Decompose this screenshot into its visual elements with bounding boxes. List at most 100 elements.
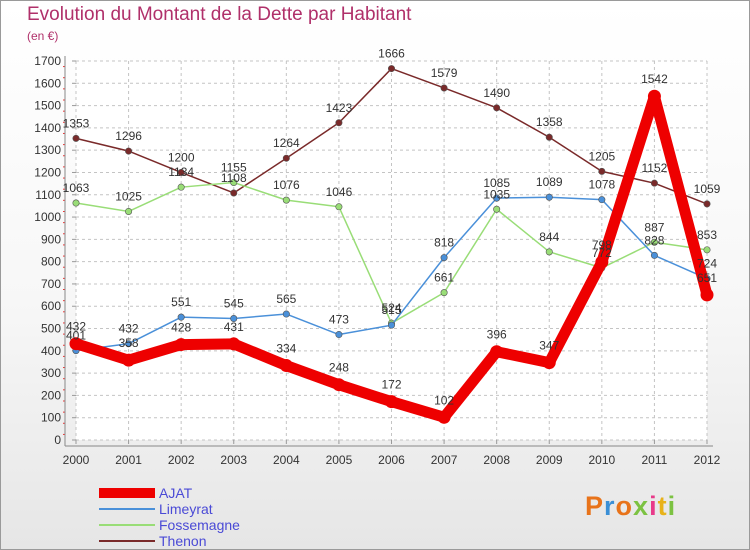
- data-label-ajat: 428: [171, 321, 191, 335]
- data-label-fossemagne: 661: [434, 271, 454, 285]
- data-point-thenon: [230, 189, 238, 197]
- y-tick-label: 200: [41, 388, 61, 402]
- x-tick-label: 2001: [115, 453, 142, 467]
- data-point-fossemagne: [650, 238, 658, 246]
- x-tick-label: 2006: [378, 453, 405, 467]
- data-point-ajat: [490, 345, 504, 359]
- x-tick-label: 2008: [483, 453, 510, 467]
- data-label-ajat: 432: [66, 320, 86, 334]
- data-point-thenon: [335, 119, 343, 127]
- data-point-ajat: [437, 410, 451, 424]
- data-label-thenon: 1296: [115, 129, 142, 143]
- data-label-fossemagne: 1134: [168, 165, 194, 179]
- data-point-fossemagne: [282, 196, 290, 204]
- legend-item-thenon: Thenon: [99, 533, 240, 549]
- y-tick-label: 800: [41, 255, 61, 269]
- brand-letter: r: [604, 491, 616, 521]
- legend-item-limeyrat: Limeyrat: [99, 501, 240, 517]
- data-label-thenon: 1152: [642, 161, 668, 175]
- data-label-thenon: 1353: [63, 116, 90, 130]
- data-label-ajat: 798: [592, 238, 612, 252]
- data-point-limeyrat: [125, 340, 133, 348]
- data-point-ajat: [174, 338, 188, 352]
- data-point-ajat: [700, 288, 714, 302]
- data-point-thenon: [177, 168, 185, 176]
- x-tick-label: 2005: [326, 453, 353, 467]
- data-label-thenon: 1200: [168, 150, 195, 164]
- data-label-fossemagne: 1076: [273, 178, 300, 192]
- data-point-thenon: [650, 179, 658, 187]
- data-label-thenon: 1205: [588, 149, 615, 163]
- x-tick-label: 2011: [642, 453, 668, 467]
- data-label-fossemagne: 1155: [221, 161, 247, 175]
- data-point-limeyrat: [177, 313, 185, 321]
- data-point-limeyrat: [282, 310, 290, 318]
- x-tick-label: 2000: [63, 453, 90, 467]
- y-tick-label: 400: [41, 344, 61, 358]
- data-point-ajat: [122, 353, 136, 367]
- brand-logo: Proxiti: [585, 491, 676, 522]
- data-point-ajat: [647, 89, 661, 103]
- data-point-thenon: [493, 104, 501, 112]
- data-label-limeyrat: 828: [644, 233, 664, 247]
- data-point-thenon: [545, 133, 553, 141]
- data-point-thenon: [72, 134, 80, 142]
- data-label-thenon: 1059: [694, 182, 721, 196]
- legend-swatch-limeyrat: [99, 508, 155, 510]
- data-point-limeyrat: [387, 321, 395, 329]
- data-point-fossemagne: [72, 199, 80, 207]
- data-point-limeyrat: [545, 193, 553, 201]
- y-tick-label: 500: [41, 322, 61, 336]
- data-label-limeyrat: 473: [329, 313, 349, 327]
- data-label-limeyrat: 1089: [536, 175, 563, 189]
- legend-swatch-fossemagne: [99, 524, 155, 526]
- data-label-ajat: 347: [539, 339, 559, 353]
- brand-letter: x: [633, 491, 650, 521]
- data-point-limeyrat: [598, 196, 606, 204]
- x-tick-label: 2010: [588, 453, 615, 467]
- y-tick-label: 300: [41, 366, 61, 380]
- data-point-fossemagne: [230, 179, 238, 187]
- y-tick-label: 1200: [34, 165, 61, 179]
- data-labels: 1353 1296 1200 1108 1264 1423 1666 1579 1490 1358…: [63, 47, 721, 408]
- data-label-thenon: 1666: [378, 47, 405, 61]
- data-point-ajat: [227, 337, 241, 351]
- data-point-thenon: [125, 147, 133, 155]
- data-label-fossemagne: 844: [539, 230, 559, 244]
- data-point-limeyrat: [335, 331, 343, 339]
- data-label-thenon: 1579: [431, 66, 458, 80]
- y-tick-label: 600: [41, 299, 61, 313]
- data-label-fossemagne: 1046: [326, 185, 353, 199]
- data-point-limeyrat: [230, 314, 238, 322]
- y-tick-label: 900: [41, 232, 61, 246]
- data-label-limeyrat: 401: [66, 329, 86, 343]
- data-label-thenon: 1358: [536, 115, 563, 129]
- legend-label-fossemagne: Fossemagne: [159, 517, 240, 533]
- data-point-fossemagne: [335, 203, 343, 211]
- legend-item-fossemagne: Fossemagne: [99, 517, 240, 533]
- chart-unit: (en €): [27, 29, 59, 43]
- data-point-ajat: [332, 378, 346, 392]
- brand-letter: i: [667, 491, 677, 521]
- data-label-limeyrat: 818: [434, 236, 454, 250]
- data-label-thenon: 1108: [221, 171, 247, 185]
- data-label-ajat: 651: [697, 271, 717, 285]
- data-label-fossemagne: 887: [644, 220, 664, 234]
- data-label-ajat: 172: [381, 378, 401, 392]
- x-tick-label: 2012: [694, 453, 721, 467]
- x-tick-label: 2007: [431, 453, 458, 467]
- data-label-limeyrat: 724: [697, 257, 717, 271]
- legend-swatch-thenon: [99, 540, 155, 542]
- data-label-ajat: 358: [119, 336, 139, 350]
- legend-label-thenon: Thenon: [159, 533, 207, 549]
- y-tick-label: 1500: [34, 99, 61, 113]
- x-tick-label: 2002: [168, 453, 195, 467]
- y-tick-label: 700: [41, 277, 61, 291]
- data-label-limeyrat: 515: [381, 303, 401, 317]
- y-tick-label: 0: [54, 433, 61, 447]
- data-point-fossemagne: [493, 205, 501, 213]
- y-tick-label: 1600: [34, 76, 61, 90]
- data-point-thenon: [703, 200, 711, 208]
- data-label-limeyrat: 432: [119, 322, 139, 336]
